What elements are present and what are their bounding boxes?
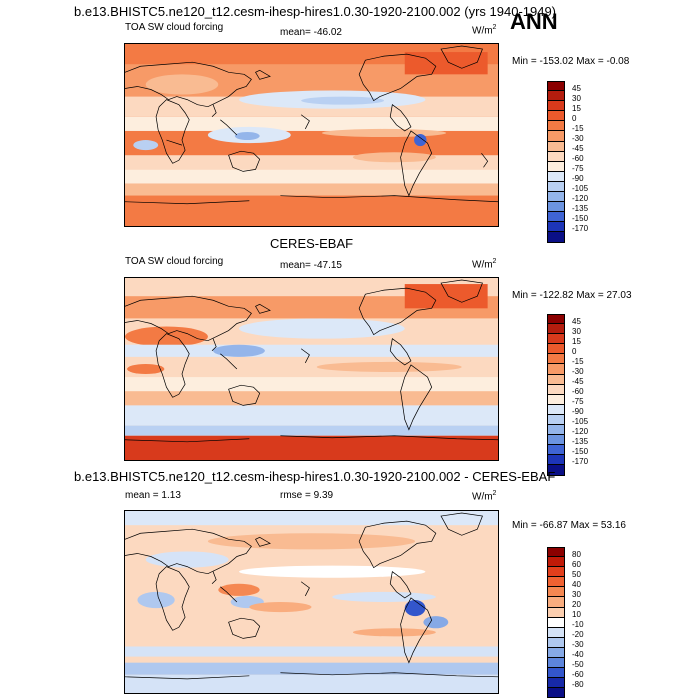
- panel3-mean-label: mean = 1.13: [125, 490, 181, 501]
- panel1-map: [124, 43, 499, 227]
- panel1-tick: 45: [572, 84, 581, 93]
- panel3-tick: 50: [572, 570, 581, 579]
- panel2-tick: -45: [572, 377, 584, 386]
- panel1-tick: -60: [572, 154, 584, 163]
- panel1-colorbar: [547, 81, 565, 243]
- panel3-minmax: Min = -66.87 Max = 53.16: [512, 520, 626, 531]
- panel3-map: [124, 510, 499, 694]
- panel1-tick: -120: [572, 194, 589, 203]
- panel2-tick: 45: [572, 317, 581, 326]
- panel1-tick: -170: [572, 224, 589, 233]
- panel3-tick: 80: [572, 550, 581, 559]
- panel3-heading: b.e13.BHISTC5.ne120_t12.cesm-ihesp-hires…: [74, 469, 556, 484]
- panel2-tick: 30: [572, 327, 581, 336]
- panel1-map-field: [125, 44, 498, 226]
- panel1-tick: -15: [572, 124, 584, 133]
- panel3-tick: -30: [572, 640, 584, 649]
- panel2-variable-label: TOA SW cloud forcing: [125, 256, 224, 267]
- panel3-tick: -60: [572, 670, 584, 679]
- panel2-tick: -135: [572, 437, 589, 446]
- panel2-tick: 15: [572, 337, 581, 346]
- panel2-colorbar: [547, 314, 565, 476]
- panel2-tick: -150: [572, 447, 589, 456]
- panel2-map: [124, 277, 499, 461]
- panel1-tick: -45: [572, 144, 584, 153]
- panel1-tick: 15: [572, 104, 581, 113]
- panel1-tick: -30: [572, 134, 584, 143]
- panel1-tick: 30: [572, 94, 581, 103]
- panel3-tick: -50: [572, 660, 584, 669]
- panel3-tick: 30: [572, 590, 581, 599]
- panel1-minmax: Min = -153.02 Max = -0.08: [512, 56, 630, 67]
- panel3-tick: -80: [572, 680, 584, 689]
- panel2-tick: -120: [572, 427, 589, 436]
- panel3-tick: -40: [572, 650, 584, 659]
- panel2-tick: -30: [572, 367, 584, 376]
- panel1-tick: -75: [572, 164, 584, 173]
- panel3-tick: -20: [572, 630, 584, 639]
- panel2-tick: -15: [572, 357, 584, 366]
- panel1-tick: -90: [572, 174, 584, 183]
- panel3-tick: 20: [572, 600, 581, 609]
- panel1-variable-label: TOA SW cloud forcing: [125, 22, 224, 33]
- panel1-tick: 0: [572, 114, 577, 123]
- figure-title: b.e13.BHISTC5.ne120_t12.cesm-ihesp-hires…: [74, 4, 557, 19]
- panel3-rmse-label: rmse = 9.39: [280, 490, 334, 501]
- panel1-tick: -135: [572, 204, 589, 213]
- panel2-tick: -75: [572, 397, 584, 406]
- panel2-tick: 0: [572, 347, 577, 356]
- panel2-units: W/m2: [472, 258, 497, 271]
- panel2-map-field: [125, 278, 498, 460]
- panel3-units: W/m2: [472, 490, 497, 503]
- panel2-tick: -105: [572, 417, 589, 426]
- panel2-heading: CERES-EBAF: [270, 236, 354, 251]
- panel3-tick: 10: [572, 610, 581, 619]
- panel2-tick: -60: [572, 387, 584, 396]
- panel1-tick: -105: [572, 184, 589, 193]
- panel1-tick: -150: [572, 214, 589, 223]
- panel2-mean-label: mean= -47.15: [280, 260, 342, 271]
- panel3-colorbar: [547, 547, 565, 699]
- panel3-tick: 60: [572, 560, 581, 569]
- panel3-map-field: [125, 511, 498, 693]
- panel1-units: W/m2: [472, 24, 497, 37]
- panel3-tick: -10: [572, 620, 584, 629]
- panel3-tick: 40: [572, 580, 581, 589]
- panel2-tick: -170: [572, 457, 589, 466]
- season-label: ANN: [510, 9, 558, 34]
- panel2-tick: -90: [572, 407, 584, 416]
- panel2-minmax: Min = -122.82 Max = 27.03: [512, 290, 632, 301]
- panel1-mean-label: mean= -46.02: [280, 27, 342, 38]
